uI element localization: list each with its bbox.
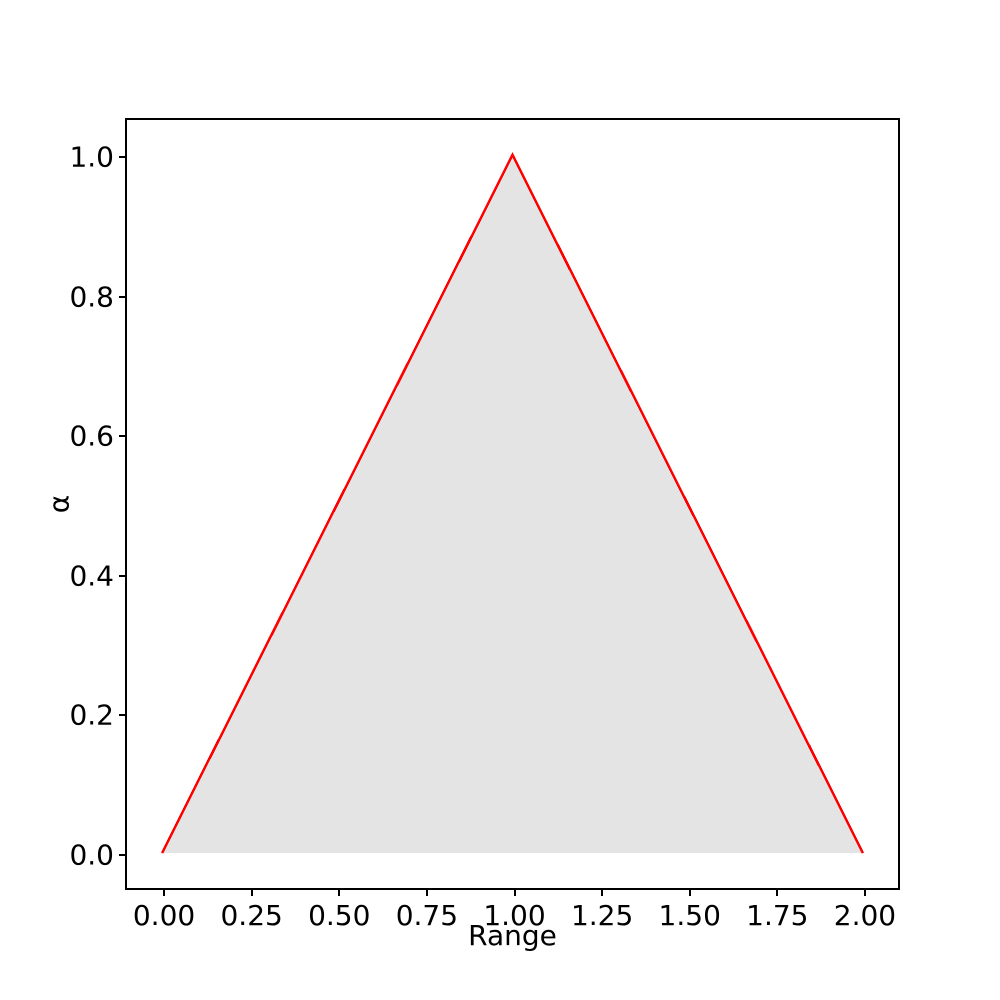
y-tick-label: 0.0 xyxy=(69,838,114,872)
x-tick-label: 0.75 xyxy=(395,899,459,932)
x-axis-label: Range xyxy=(468,919,557,952)
triangle-fill xyxy=(162,154,863,854)
x-tick-mark xyxy=(163,888,166,896)
x-tick-label: 1.00 xyxy=(483,899,546,932)
y-tick-label: 0.2 xyxy=(69,698,114,732)
y-tick-mark xyxy=(119,714,127,717)
x-tick-label: 1.25 xyxy=(570,899,634,932)
x-tick-mark xyxy=(425,888,428,896)
y-tick-mark xyxy=(119,854,127,857)
x-tick-mark xyxy=(601,888,604,896)
membership-function-plot xyxy=(160,152,865,854)
x-tick-mark xyxy=(776,888,779,896)
triangle-outline xyxy=(160,152,865,854)
y-tick-label: 0.6 xyxy=(69,419,114,453)
x-tick-mark xyxy=(338,888,341,896)
x-tick-label: 2.00 xyxy=(833,899,897,932)
x-tick-mark xyxy=(513,888,516,896)
y-tick-label: 0.8 xyxy=(69,280,114,314)
x-tick-mark xyxy=(688,888,691,896)
x-tick-label: 0.50 xyxy=(308,899,371,932)
plot-area: 0.00 0.25 0.50 0.75 1.00 1.25 1.50 1.75 2.00 0.0… xyxy=(69,118,900,932)
y-axis-label: α xyxy=(42,494,76,514)
y-tick-label: 0.4 xyxy=(69,559,114,593)
x-tick-label: 1.75 xyxy=(746,899,809,932)
x-tick-mark xyxy=(250,888,253,896)
y-tick-label: 1.0 xyxy=(69,140,114,174)
x-tick-mark xyxy=(863,888,866,896)
y-tick-mark xyxy=(119,155,127,158)
x-tick-label: 0.25 xyxy=(220,899,283,932)
y-tick-mark xyxy=(119,435,127,438)
x-tick-label: 1.50 xyxy=(658,899,721,932)
x-tick-label: 0.00 xyxy=(132,899,196,932)
y-tick-mark xyxy=(119,574,127,577)
y-tick-mark xyxy=(119,295,127,298)
